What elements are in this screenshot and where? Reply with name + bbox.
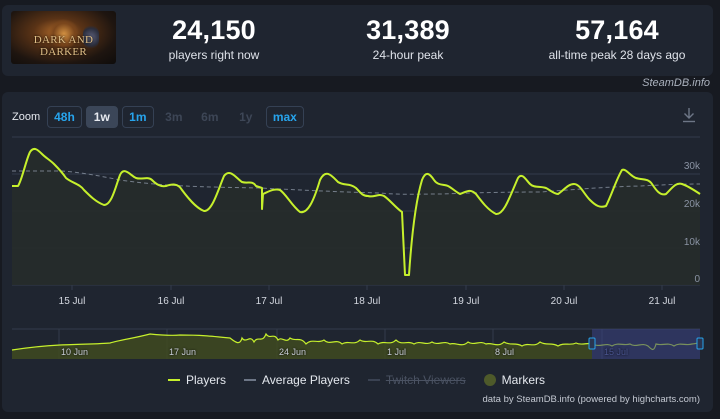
navigator-label-1-jul: 1 Jul — [387, 347, 407, 357]
x-label-16-jul: 16 Jul — [157, 296, 185, 307]
legend-markers[interactable]: Markers — [483, 373, 545, 387]
game-logo[interactable]: DARK AND DARKER — [11, 11, 116, 64]
x-label-17-jul: 17 Jul — [255, 296, 283, 307]
legend-markers-label: Markers — [501, 373, 545, 387]
game-logo-text: DARK AND DARKER — [33, 34, 94, 58]
average-swatch-icon — [244, 379, 257, 381]
stats-panel — [2, 5, 713, 76]
players-line[interactable] — [12, 147, 701, 276]
legend-average-players[interactable]: Average Players — [244, 373, 350, 387]
legend-twitch-label: Twitch Viewers — [385, 373, 466, 387]
highcharts-credit[interactable]: data by SteamDB.info (powered by highcha… — [482, 394, 700, 405]
markers-dot-icon — [483, 374, 496, 386]
zoom-1m-button[interactable]: 1m — [121, 106, 154, 128]
x-label-21-jul: 21 Jul — [648, 296, 676, 307]
y-label-30k: 30k — [683, 161, 700, 172]
zoom-max-button[interactable]: max — [265, 106, 304, 128]
players-swatch-icon — [168, 379, 180, 381]
players-now-label: players right now — [168, 48, 260, 62]
stat-players-now: 24,150 players right now — [152, 15, 276, 63]
average-players-line — [12, 170, 701, 195]
stat-24h-peak: 31,389 24-hour peak — [346, 15, 470, 63]
x-label-18-jul: 18 Jul — [353, 296, 381, 307]
x-label-20-jul: 20 Jul — [550, 296, 578, 307]
x-axis-ticks — [71, 285, 663, 290]
navigator-label-10-jun: 10 Jun — [61, 347, 89, 357]
all-time-peak-value: 57,164 — [575, 15, 659, 45]
navigator-area — [12, 334, 592, 359]
zoom-3m-button: 3m — [165, 110, 183, 124]
navigator-label-24-jun: 24 Jun — [279, 347, 307, 357]
steamdb-credit[interactable]: SteamDB.info — [642, 77, 710, 89]
zoom-48h-button[interactable]: 48h — [47, 106, 82, 128]
zoom-bar: Zoom 48h 1w 1m 3m 6m 1y max — [12, 106, 304, 128]
y-label-0: 0 — [694, 274, 700, 285]
navigator-label-15-jul: 15 Jul — [604, 347, 629, 357]
navigator-label-17-jun: 17 Jun — [169, 347, 197, 357]
navigator[interactable] — [11, 328, 704, 359]
legend-average-label: Average Players — [262, 373, 350, 387]
logo-art-knight — [83, 25, 99, 49]
legend-players[interactable]: Players — [168, 373, 226, 387]
navigator-label-8-jul: 8 Jul — [495, 347, 515, 357]
peak-24h-value: 31,389 — [366, 15, 450, 45]
zoom-1y-button: 1y — [239, 110, 253, 124]
navigator-selection[interactable] — [592, 329, 700, 359]
navigator-left-handle[interactable] — [588, 337, 596, 350]
legend-players-label: Players — [186, 373, 227, 387]
x-label-19-jul: 19 Jul — [452, 296, 480, 307]
zoom-label: Zoom — [12, 111, 41, 123]
navigator-right-handle[interactable] — [696, 337, 704, 350]
chart-legend: Players Average Players Twitch Viewers M… — [168, 373, 545, 387]
players-now-value: 24,150 — [172, 15, 256, 45]
logo-art-figure — [49, 19, 79, 49]
all-time-peak-label: all-time peak 28 days ago — [548, 48, 686, 62]
peak-24h-label: 24-hour peak — [372, 48, 444, 62]
zoom-6m-button: 6m — [201, 110, 219, 124]
download-icon[interactable] — [682, 107, 696, 123]
y-label-10k: 10k — [683, 237, 700, 248]
zoom-1w-button[interactable]: 1w — [85, 106, 118, 128]
stat-all-time-peak: 57,164 all-time peak 28 days ago — [520, 15, 714, 63]
x-label-15-jul: 15 Jul — [58, 296, 86, 307]
twitch-swatch-icon — [367, 379, 380, 381]
y-label-20k: 20k — [683, 199, 700, 210]
legend-twitch-viewers[interactable]: Twitch Viewers — [367, 373, 466, 387]
